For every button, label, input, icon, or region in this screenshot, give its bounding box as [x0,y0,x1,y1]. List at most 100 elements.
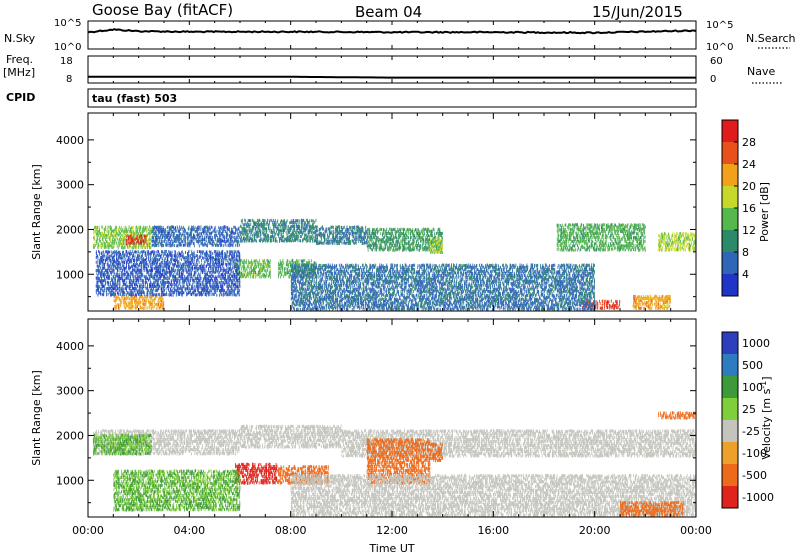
range-gate-cell [598,234,600,237]
range-gate-cell [270,229,272,233]
range-gate-cell [641,232,642,235]
range-gate-cell [345,238,347,241]
range-gate-cell [243,226,245,230]
range-gate-cell [327,227,329,231]
range-gate-cell [420,246,422,250]
range-gate-cell [435,237,437,241]
range-gate-cell [136,225,138,229]
range-gate-cell [686,244,687,248]
range-gate-cell [284,267,285,271]
range-gate-cell [387,244,389,248]
range-gate-cell [237,244,239,248]
range-gate-cell [312,219,314,223]
range-gate-cell [618,229,620,233]
range-gate-cell [666,294,668,298]
range-gate-cell [405,248,407,252]
range-gate-cell [664,236,665,240]
range-gate-cell [97,234,99,237]
range-gate-cell [619,244,621,248]
range-gate-cell [316,240,318,243]
range-gate-cell [168,232,170,235]
range-gate-cell [155,226,157,230]
range-gate-cell [595,248,597,252]
range-gate-cell [265,227,267,231]
range-gate-cell [402,248,404,252]
range-gate-cell [149,242,151,245]
range-gate-cell [369,236,371,240]
range-gate-cell [374,236,376,240]
range-gate-cell [106,236,107,240]
range-gate-cell [148,228,150,232]
range-gate-cell [94,229,96,233]
range-gate-cell [682,232,684,236]
range-gate-cell [665,248,667,252]
range-gate-cell [327,236,329,239]
range-gate-cell [215,243,216,247]
range-gate-cell [616,239,618,243]
range-gate-cell [134,299,136,303]
range-gate-cell [607,300,609,304]
range-gate-cell [120,233,122,237]
range-gate-cell [204,229,206,233]
range-gate-cell [258,259,260,263]
range-gate-cell [391,230,393,234]
range-gate-cell [148,304,150,308]
range-gate-cell [346,225,348,229]
range-gate-cell [260,270,262,274]
range-gate-cell [256,235,258,239]
range-gate-cell [637,232,638,236]
range-gate-cell [667,248,669,252]
range-gate-cell [642,223,644,227]
range-gate-cell [318,229,320,233]
range-gate-cell [672,232,674,236]
range-gate-cell [255,259,257,263]
range-gate-cell [240,271,241,275]
range-gate-cell [137,246,139,250]
range-gate-cell [263,275,264,278]
range-gate-cell [294,271,295,275]
range-gate-cell [373,242,375,246]
range-gate-cell [251,271,252,275]
range-gate-cell [427,242,429,246]
range-gate-cell [633,231,635,235]
range-gate-cell [409,238,411,241]
range-gate-cell [386,227,388,231]
range-gate-cell [300,289,301,293]
range-gate-cell [240,230,242,234]
range-gate-cell [255,227,257,230]
range-gate-cell [287,267,289,271]
range-gate-cell [392,248,394,252]
range-gate-cell [295,233,297,237]
range-gate-cell [430,229,431,233]
range-gate-cell [239,261,241,265]
range-gate-cell [335,225,337,229]
range-gate-cell [150,227,152,231]
range-gate-cell [253,269,255,273]
range-gate-cell [285,237,286,241]
range-gate-cell [236,235,238,239]
range-gate-cell [387,240,388,244]
range-gate-cell [586,234,588,237]
range-gate-cell [682,247,684,251]
range-gate-cell [622,227,624,231]
range-gate-cell [426,246,428,250]
range-gate-cell [135,229,137,233]
range-gate-cell [611,234,612,237]
range-gate-cell [280,221,281,224]
range-gate-cell [208,236,210,239]
range-gate-cell [267,267,269,271]
range-gate-cell [344,241,345,245]
range-gate-cell [224,238,225,241]
range-gate-cell [111,246,113,249]
range-gate-cell [626,236,628,240]
range-gate-cell [557,239,559,243]
range-gate-cell [388,238,389,242]
range-gate-cell [597,239,599,243]
range-gate-cell [575,231,577,235]
range-gate-cell [134,234,136,238]
range-gate-cell [579,229,581,233]
range-gate-cell [282,267,284,271]
nsearch-label: N.Search [746,32,796,45]
range-gate-cell [430,243,431,246]
range-gate-cell [427,248,429,252]
